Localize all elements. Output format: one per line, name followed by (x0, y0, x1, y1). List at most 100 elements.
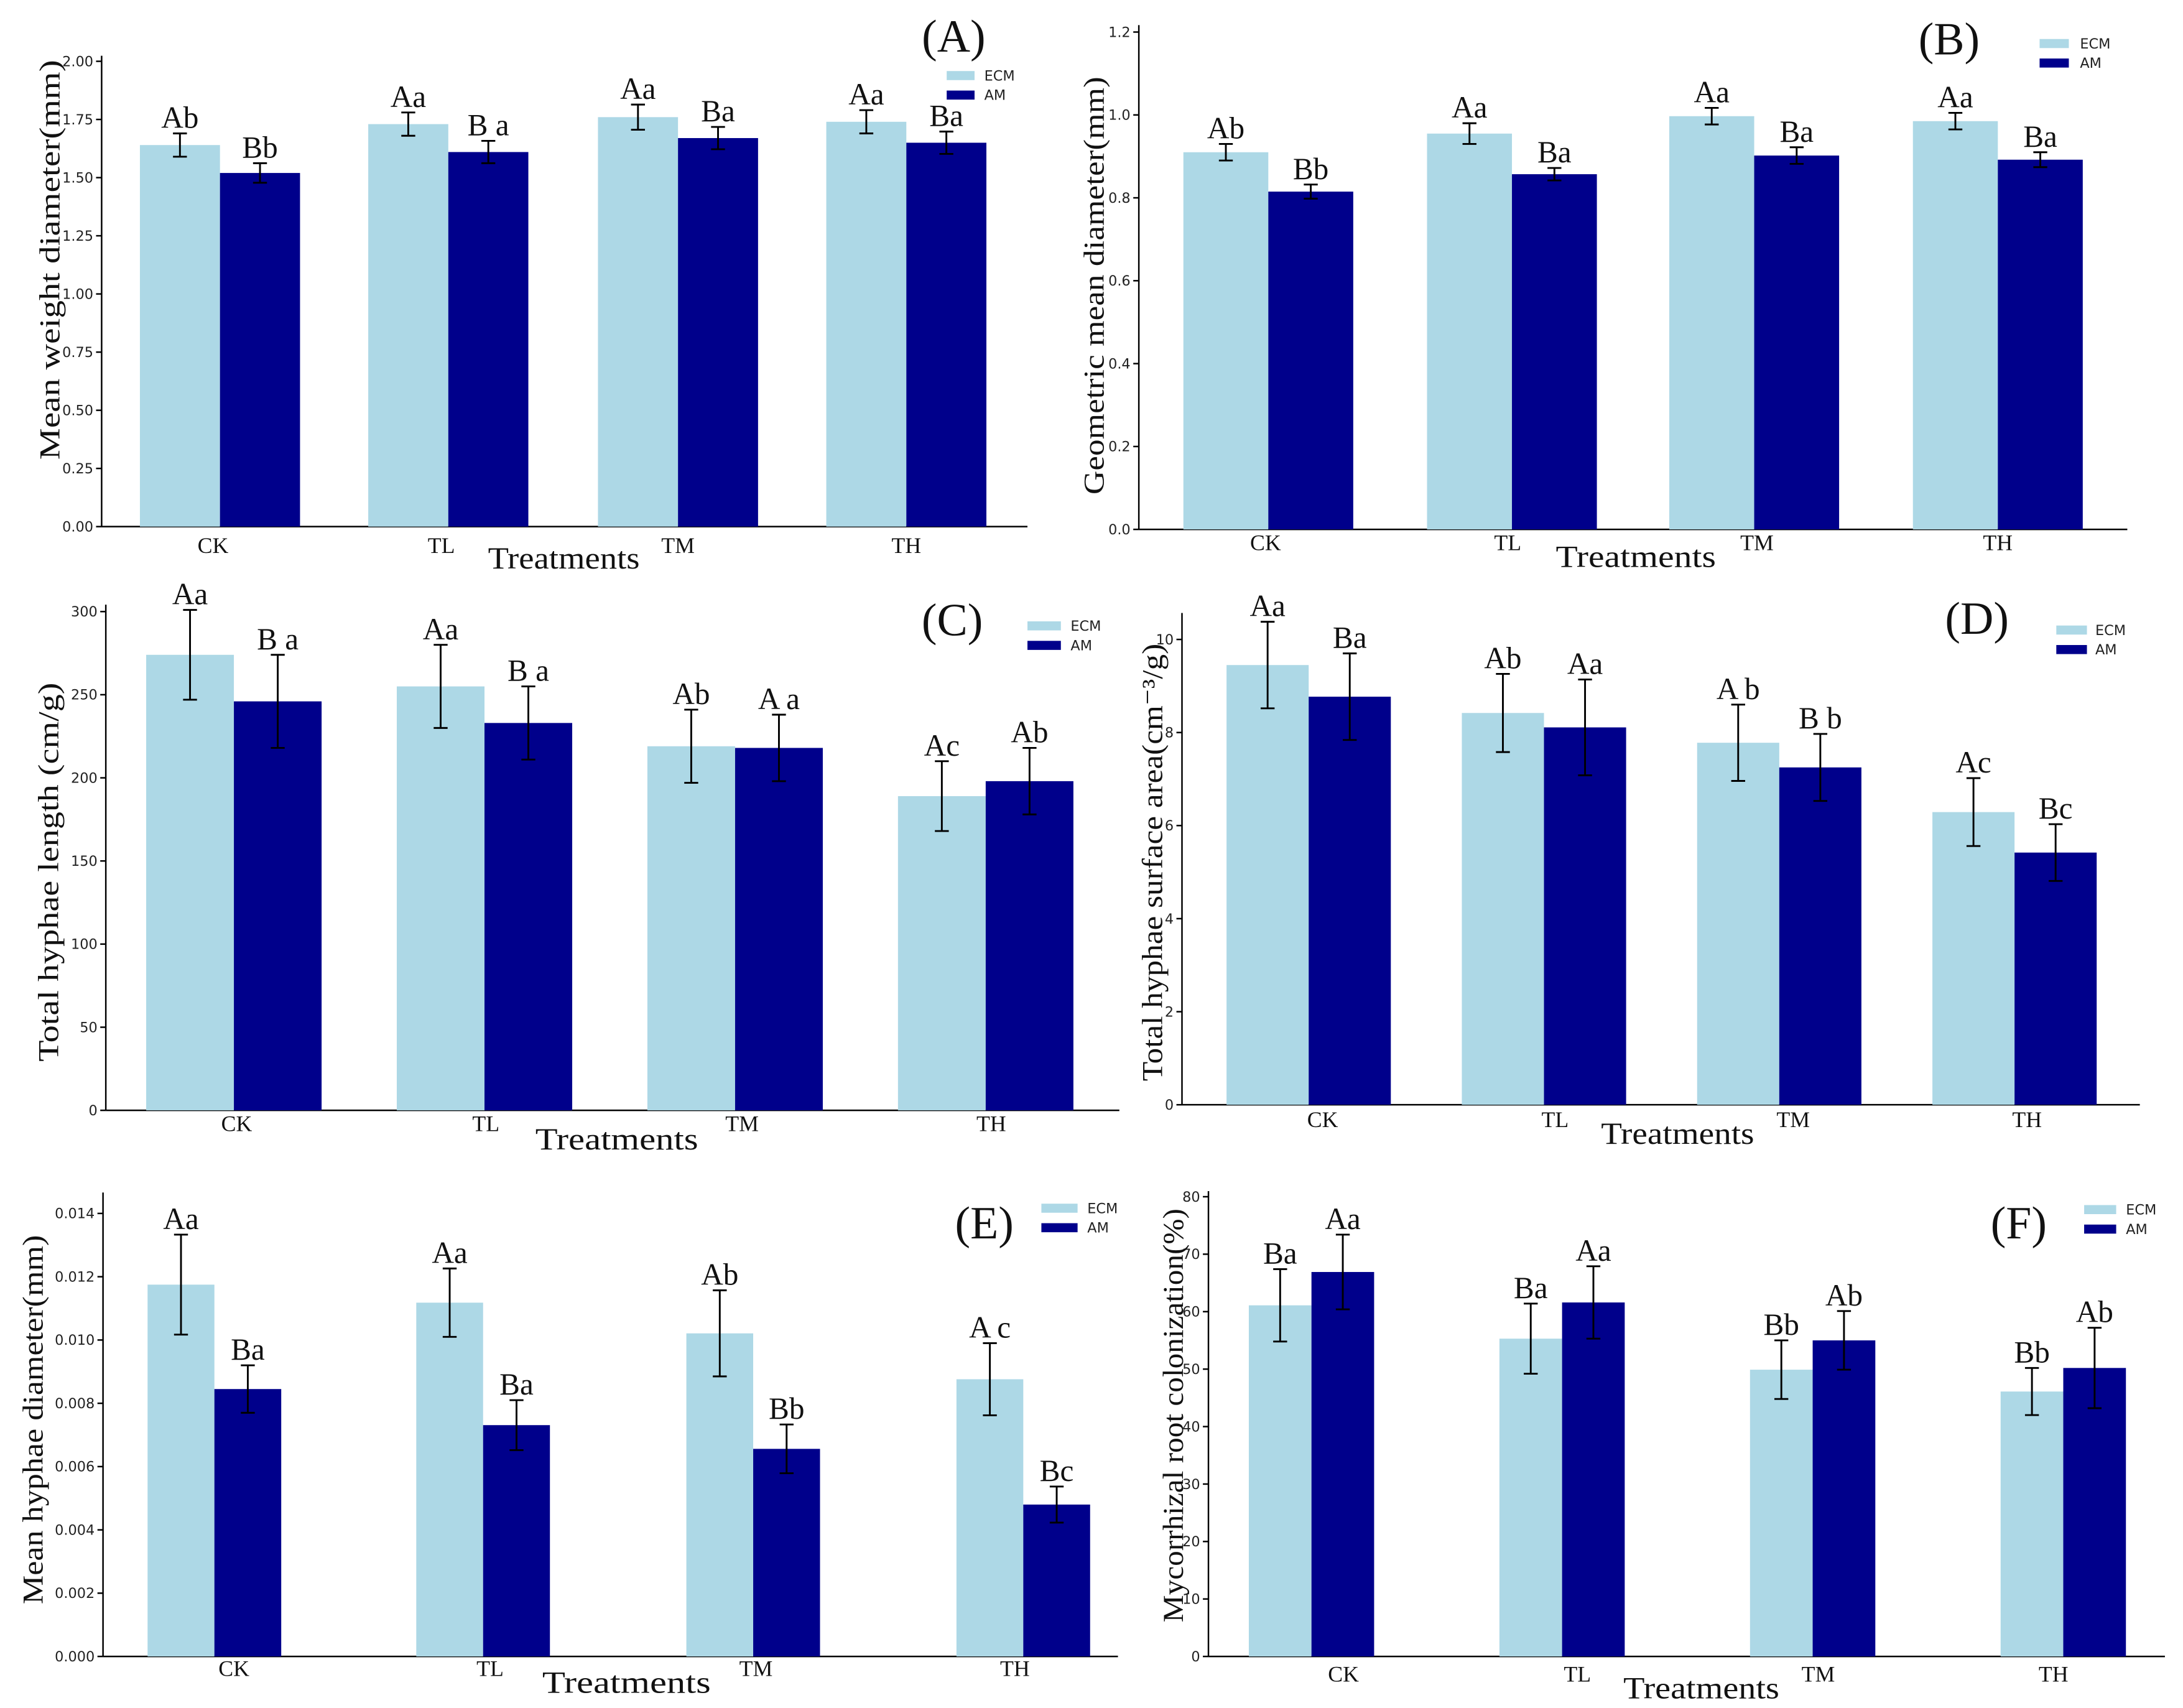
bar-f-th-am (2063, 1368, 2126, 1657)
ytick-label-d: 6 (1165, 818, 1174, 834)
errorbar-d-tl-am (1578, 678, 1592, 776)
bar-a-tl-am (448, 152, 529, 527)
ytick-label-e: 0.014 (55, 1206, 95, 1222)
sig-letter-b-tl-ecm: Aa (1452, 90, 1488, 124)
category-label-b-th: TH (1983, 531, 2013, 555)
bar-c-tm-am (735, 748, 823, 1111)
sig-letter-c-ck-am: B a (257, 622, 299, 656)
bar-c-tl-am (484, 723, 573, 1111)
category-label-a-th: TH (891, 533, 921, 558)
ytick-label-b: 0.4 (1108, 356, 1131, 372)
sig-letter-b-th-am: Ba (2023, 119, 2057, 154)
bar-e-tm-am (753, 1449, 820, 1657)
bar-e-tm-ecm (686, 1333, 754, 1657)
ytick-label-c: 250 (71, 687, 98, 703)
y-axis-title-f: Mycorrhizal root colonization(%) (1157, 1209, 1190, 1622)
sig-letter-d-ck-am: Ba (1333, 621, 1367, 655)
legend-d: ECM AM (2056, 623, 2126, 658)
errorbar-e-tm-am (779, 1423, 794, 1475)
errorbar-f-tl-am (1586, 1265, 1601, 1340)
bar-f-tm-ecm (1750, 1370, 1813, 1657)
legend-label-f-am: AM (2126, 1222, 2148, 1238)
category-label-c-tl: TL (472, 1112, 499, 1136)
ytick-label-c: 200 (71, 770, 98, 786)
sig-letter-e-th-ecm: A c (969, 1310, 1011, 1344)
category-label-e-ck: CK (218, 1656, 249, 1681)
ytick-label-a: 2.00 (62, 53, 93, 70)
errorbar-d-ck-ecm (1260, 621, 1275, 710)
bar-e-ck-ecm (147, 1284, 215, 1657)
category-label-b-ck: CK (1250, 531, 1281, 555)
bar-e-th-ecm (956, 1379, 1024, 1657)
category-label-d-tl: TL (1542, 1107, 1569, 1132)
errorbar-e-tl-am (509, 1399, 524, 1451)
legend-swatch-e-am (1041, 1223, 1078, 1233)
panel-label-c: (C) (922, 594, 983, 645)
legend-label-a-ecm: ECM (985, 68, 1015, 84)
legend-label-b-am: AM (2080, 55, 2102, 72)
errorbar-a-tl-ecm (401, 111, 415, 137)
panel-label-b: (B) (1919, 13, 1980, 64)
bar-b-tl-ecm (1427, 133, 1513, 530)
panel-b: 0.0 0.2 0.4 0.6 0.8 1.0 1.2 Ab Aa Aa Aa Bb Ba Ba Ba CK T… (1078, 13, 2128, 574)
bar-f-tm-am (1812, 1340, 1876, 1657)
y-axis-title-d: Total hyphae surface area(cm⁻³/g) (1137, 644, 1169, 1081)
legend-label-c-am: AM (1070, 638, 1092, 654)
x-axis-title-a: Treatments (488, 541, 640, 575)
sig-letter-b-tm-ecm: Aa (1694, 75, 1730, 109)
ytick-label-d: 10 (1156, 632, 1174, 648)
legend-swatch-c-am (1027, 641, 1061, 650)
ytick-label-e: 0.004 (55, 1522, 95, 1538)
y-axis-title-a: Mean weight diameter(mm) (34, 60, 67, 460)
legend-b: ECM AM (2039, 36, 2110, 72)
category-label-f-tl: TL (1564, 1661, 1591, 1686)
bar-b-tm-am (1754, 155, 1840, 530)
errorbar-c-tl-ecm (433, 644, 448, 729)
sig-letter-b-ck-ecm: Ab (1207, 111, 1244, 145)
legend-swatch-c-ecm (1027, 621, 1061, 631)
legend-label-c-ecm: ECM (1070, 618, 1101, 634)
bar-d-tm-am (1779, 767, 1861, 1105)
errorbar-c-th-am (1022, 746, 1037, 815)
sig-letter-f-ck-ecm: Ba (1263, 1236, 1297, 1270)
sig-letter-d-th-ecm: Ac (1955, 745, 1991, 779)
ytick-label-d: 8 (1165, 725, 1174, 741)
sig-letter-a-tl-ecm: Aa (391, 80, 427, 114)
ytick-label-a: 1.75 (62, 112, 93, 128)
category-label-e-tm: TM (739, 1656, 773, 1681)
bar-f-ck-ecm (1248, 1305, 1312, 1657)
x-axis-title-e: Treatments (542, 1665, 711, 1699)
bar-e-tl-am (483, 1425, 550, 1657)
sig-letter-c-tm-am: A a (758, 682, 800, 716)
sig-letter-c-tm-ecm: Ab (672, 677, 710, 711)
sig-letter-a-tm-ecm: Aa (620, 72, 656, 106)
ytick-label-f: 70 (1182, 1246, 1200, 1263)
sig-letter-c-ck-ecm: Aa (172, 577, 208, 611)
sig-letter-e-tl-am: Ba (499, 1367, 534, 1401)
sig-letter-a-ck-ecm: Ab (161, 101, 198, 135)
errorbar-b-th-am (2033, 151, 2047, 169)
sig-letter-e-tm-ecm: Ab (701, 1258, 738, 1292)
bar-e-th-am (1023, 1504, 1090, 1657)
panel-label-d: (D) (1945, 593, 2009, 644)
errorbar-f-tm-am (1837, 1310, 1852, 1371)
bar-d-th-ecm (1932, 812, 2015, 1105)
sig-letter-d-tl-am: Aa (1567, 646, 1603, 680)
errorbar-f-tl-ecm (1524, 1302, 1538, 1375)
sig-letter-b-tm-am: Ba (1779, 114, 1814, 149)
category-label-e-tl: TL (476, 1656, 504, 1681)
sig-letter-a-tm-am: Ba (701, 94, 735, 128)
sig-letter-a-th-ecm: Aa (848, 77, 884, 111)
errorbar-f-ck-ecm (1273, 1268, 1287, 1343)
errorbar-b-ck-am (1304, 183, 1318, 200)
sig-letter-a-th-am: Ba (929, 99, 963, 133)
errorbar-f-ck-am (1335, 1233, 1350, 1311)
sig-letter-c-th-am: Ab (1011, 715, 1048, 749)
sig-letter-d-tm-am: B b (1799, 701, 1842, 735)
category-label-a-tl: TL (428, 533, 455, 558)
bar-f-tl-ecm (1499, 1339, 1562, 1657)
bar-d-tl-am (1544, 727, 1626, 1105)
ytick-label-d: 2 (1165, 1004, 1174, 1020)
ytick-label-a: 1.50 (62, 170, 93, 186)
bar-c-tm-ecm (647, 746, 735, 1111)
